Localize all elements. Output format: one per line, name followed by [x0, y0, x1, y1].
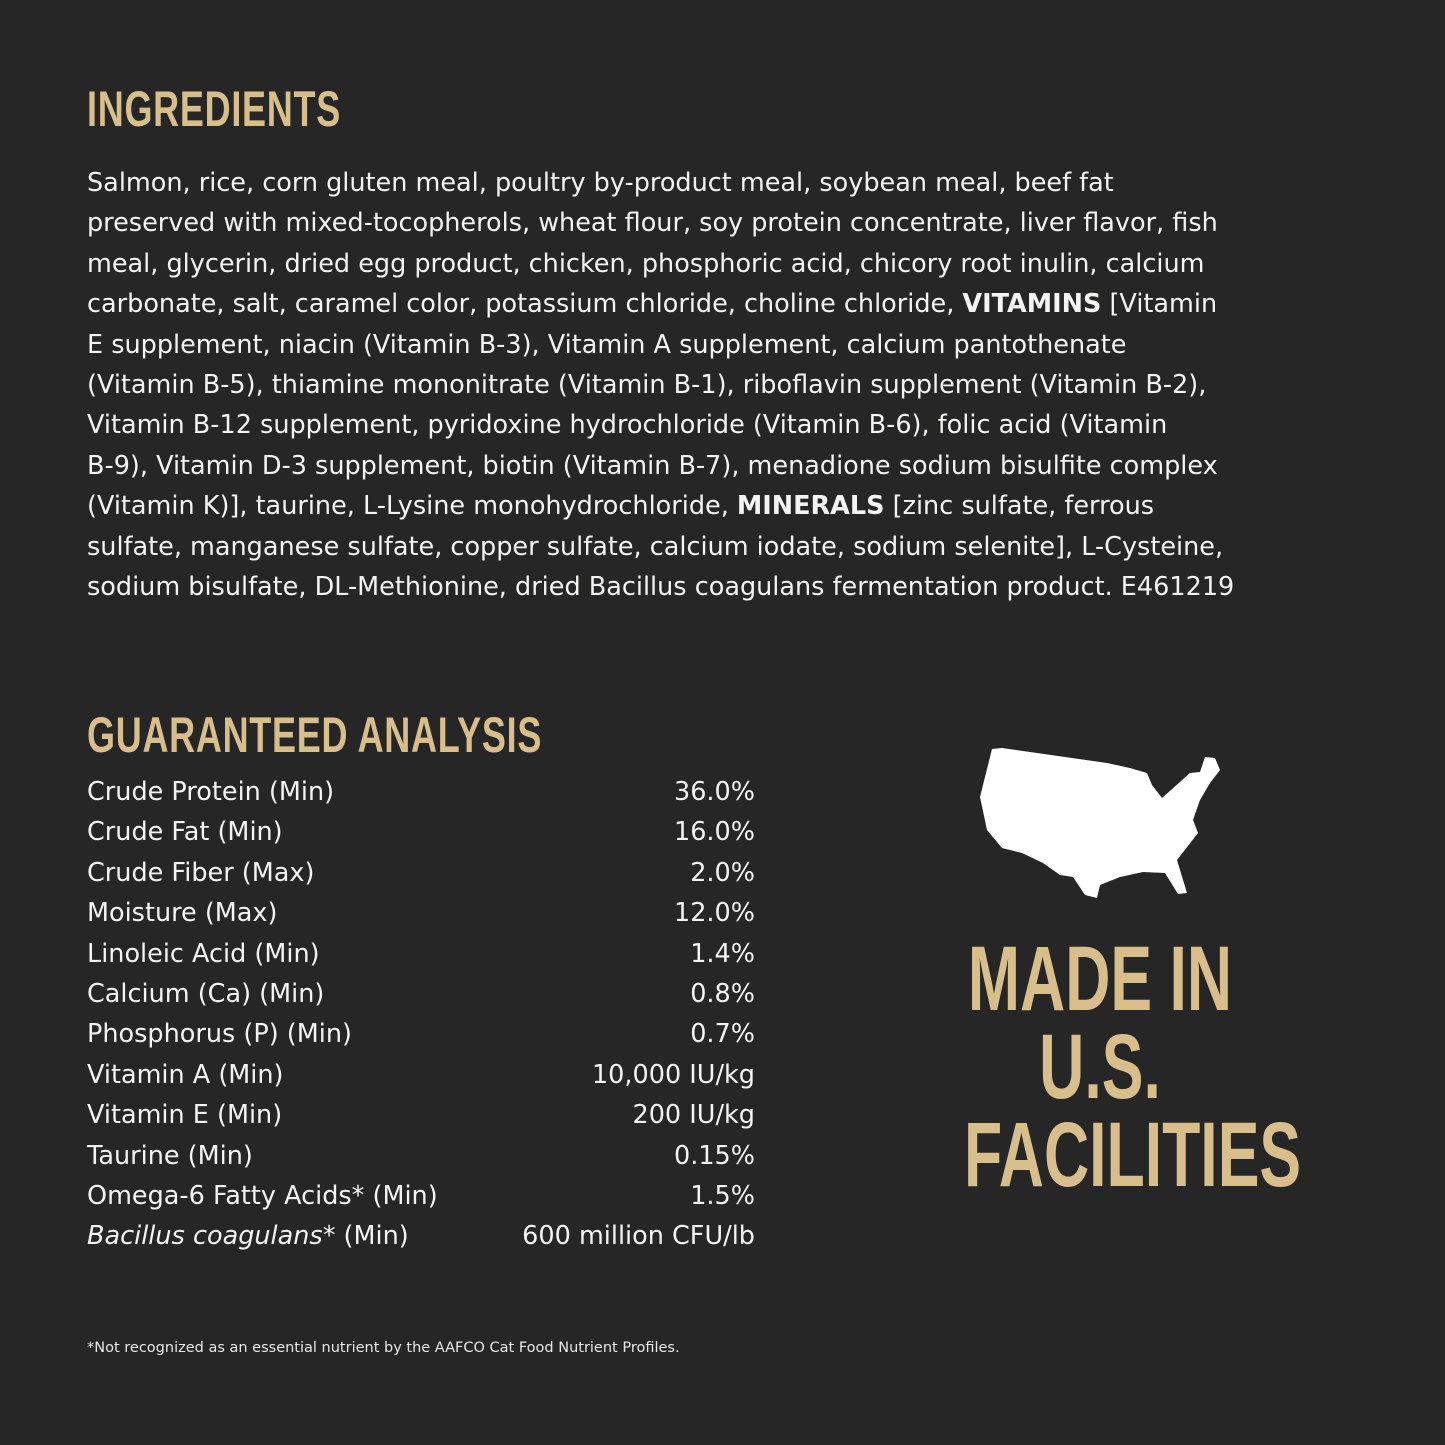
- analysis-row: Bacillus coagulans* (Min) 600 million CFU…: [87, 1216, 755, 1256]
- ingredient-text: meal, glycerin, dried egg product, chick…: [87, 248, 1205, 279]
- made-in-line: FACILITIES: [964, 1104, 1302, 1206]
- nutrient-label: Bacillus coagulans* (Min): [87, 1216, 409, 1256]
- nutrient-label: Vitamin E (Min): [87, 1100, 283, 1131]
- ingredient-text: B-9), Vitamin D-3 supplement, biotin (Vi…: [87, 450, 1218, 481]
- nutrient-value: 1.5%: [690, 1180, 755, 1211]
- nutrient-label: Omega-6 Fatty Acids* (Min): [87, 1180, 438, 1211]
- ingredient-text: preserved with mixed-tocopherols, wheat …: [87, 208, 1218, 239]
- ingredients-line: sulfate, manganese sulfate, copper sulfa…: [87, 527, 1234, 567]
- analysis-row: Vitamin A (Min) 10,000 IU/kg: [87, 1055, 755, 1095]
- nutrient-value: 600 million CFU/lb: [522, 1221, 755, 1252]
- ingredient-text: [zinc sulfate, ferrous: [884, 491, 1155, 522]
- nutrient-value: 200 IU/kg: [632, 1100, 755, 1131]
- ingredients-line: (Vitamin K)], taurine, L-Lysine monohydr…: [87, 486, 1234, 526]
- ingredient-text: sulfate, manganese sulfate, copper sulfa…: [87, 531, 1224, 562]
- ingredient-text: Salmon, rice, corn gluten meal, poultry …: [87, 168, 1114, 198]
- ingredient-text: (Vitamin B-5), thiamine mononitrate (Vit…: [87, 370, 1207, 401]
- analysis-row: Crude Fiber (Max) 2.0%: [87, 853, 755, 893]
- ingredients-line: Vitamin B-12 supplement, pyridoxine hydr…: [87, 405, 1234, 445]
- nutrient-value: 1.4%: [690, 938, 755, 969]
- ingredient-text: (Vitamin K)], taurine, L-Lysine monohydr…: [87, 491, 737, 522]
- analysis-row: Crude Fat (Min) 16.0%: [87, 812, 755, 852]
- analysis-row: Calcium (Ca) (Min) 0.8%: [87, 974, 755, 1014]
- ingredient-text: carbonate, salt, caramel color, potassiu…: [87, 289, 963, 320]
- ingredients-line: (Vitamin B-5), thiamine mononitrate (Vit…: [87, 365, 1234, 405]
- nutrient-qualifier: * (Min): [322, 1221, 409, 1252]
- ingredient-text: Vitamin B-12 supplement, pyridoxine hydr…: [87, 410, 1168, 441]
- made-in-us-label: MADE IN U.S. FACILITIES: [900, 928, 1302, 1206]
- ingredients-line: preserved with mixed-tocopherols, wheat …: [87, 203, 1234, 243]
- ingredient-text: [Vitamin: [1101, 289, 1218, 320]
- nutrient-value: 2.0%: [690, 857, 755, 888]
- ingredients-line: B-9), Vitamin D-3 supplement, biotin (Vi…: [87, 446, 1234, 486]
- made-in-line: U.S.: [1039, 1016, 1161, 1118]
- nutrient-label: Moisture (Max): [87, 898, 278, 929]
- nutrient-label: Linoleic Acid (Min): [87, 938, 320, 969]
- ingredients-line: meal, glycerin, dried egg product, chick…: [87, 244, 1234, 284]
- ingredient-category: MINERALS: [736, 491, 885, 522]
- nutrient-label: Calcium (Ca) (Min): [87, 978, 325, 1009]
- ingredient-text: sodium bisulfate, DL-Methionine, dried B…: [87, 572, 1235, 603]
- ingredients-line: E supplement, niacin (Vitamin B-3), Vita…: [87, 325, 1234, 365]
- nutrient-value: 0.8%: [690, 978, 755, 1009]
- made-in-line: MADE IN: [967, 928, 1233, 1030]
- nutrient-value: 16.0%: [673, 817, 755, 848]
- nutrient-value: 0.15%: [673, 1140, 755, 1171]
- nutrient-value: 0.7%: [690, 1019, 755, 1050]
- ingredient-category: VITAMINS: [962, 289, 1102, 320]
- nutrient-label: Crude Fat (Min): [87, 817, 283, 848]
- nutrient-label: Crude Protein (Min): [87, 777, 335, 807]
- analysis-table: Crude Protein (Min) 36.0% Crude Fat (Min) 1…: [87, 772, 755, 1257]
- nutrient-value: 36.0%: [673, 777, 755, 807]
- nutrient-label: Vitamin A (Min): [87, 1059, 284, 1090]
- ingredients-text: Salmon, rice, corn gluten meal, poultry …: [87, 163, 1234, 607]
- ingredients-line: sodium bisulfate, DL-Methionine, dried B…: [87, 567, 1234, 607]
- guaranteed-analysis-heading: GUARANTEED ANALYSIS: [87, 707, 543, 763]
- analysis-row: Omega-6 Fatty Acids* (Min) 1.5%: [87, 1176, 755, 1216]
- nutrient-name: Bacillus coagulans: [87, 1221, 323, 1252]
- analysis-row: Phosphorus (P) (Min) 0.7%: [87, 1014, 755, 1054]
- ingredients-line: Salmon, rice, corn gluten meal, poultry …: [87, 163, 1234, 203]
- footnote: *Not recognized as an essential nutrient…: [87, 1340, 680, 1356]
- nutrient-value: 10,000 IU/kg: [591, 1059, 755, 1090]
- nutrient-label: Crude Fiber (Max): [87, 857, 315, 888]
- analysis-row: Vitamin E (Min) 200 IU/kg: [87, 1095, 755, 1135]
- ingredients-line: carbonate, salt, caramel color, potassiu…: [87, 284, 1234, 324]
- nutrient-label: Taurine (Min): [87, 1140, 253, 1171]
- ingredients-heading: INGREDIENTS: [87, 81, 341, 137]
- analysis-row: Moisture (Max) 12.0%: [87, 893, 755, 933]
- nutrient-label: Phosphorus (P) (Min): [87, 1019, 352, 1050]
- analysis-row: Taurine (Min) 0.15%: [87, 1136, 755, 1176]
- analysis-row: Crude Protein (Min) 36.0%: [87, 772, 755, 812]
- nutrient-value: 12.0%: [673, 898, 755, 929]
- ingredient-text: E supplement, niacin (Vitamin B-3), Vita…: [87, 329, 1127, 360]
- analysis-row: Linoleic Acid (Min) 1.4%: [87, 934, 755, 974]
